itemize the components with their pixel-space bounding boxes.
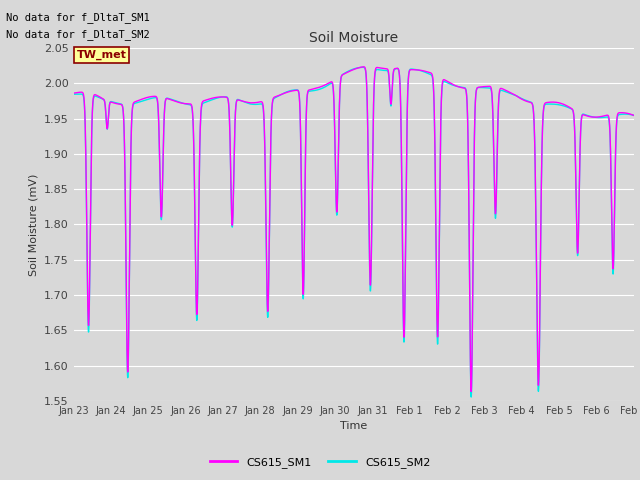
Text: TW_met: TW_met [76, 50, 126, 60]
Text: No data for f_DltaT_SM1: No data for f_DltaT_SM1 [6, 12, 150, 23]
Y-axis label: Soil Moisture (mV): Soil Moisture (mV) [28, 173, 38, 276]
Legend: CS615_SM1, CS615_SM2: CS615_SM1, CS615_SM2 [205, 452, 435, 472]
X-axis label: Time: Time [340, 421, 367, 431]
Title: Soil Moisture: Soil Moisture [309, 32, 398, 46]
Text: No data for f_DltaT_SM2: No data for f_DltaT_SM2 [6, 29, 150, 40]
